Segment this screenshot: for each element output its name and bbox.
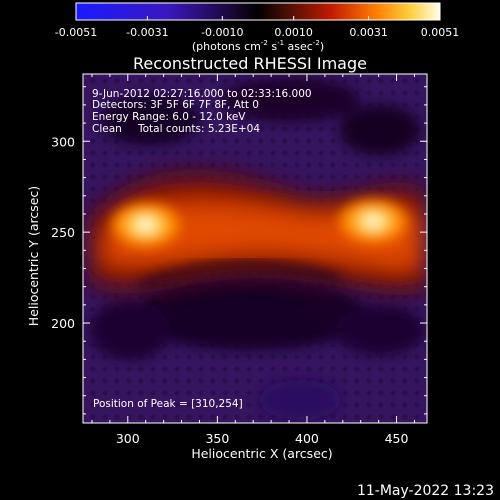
annotation-time-range: 9-Jun-2012 02:27:16.000 to 02:33:16.000 xyxy=(92,88,312,100)
colorbar-units: (photons cm-2 s-1 asec-2) xyxy=(192,39,324,53)
plot-frame xyxy=(82,73,428,424)
source-peak xyxy=(136,218,155,231)
colorbar-tick-label: -0.0031 xyxy=(126,26,168,39)
colorbar-tick-label: 0.0051 xyxy=(421,26,460,39)
sources-layer xyxy=(111,199,408,247)
colorbar-tick-label: 0.0010 xyxy=(274,26,313,39)
colorbar: -0.0051 -0.0031 -0.0010 0.0010 0.0031 0.0051 … xyxy=(55,2,459,53)
colorbar-tick-label: 0.0031 xyxy=(349,26,388,39)
annotation-energy: Energy Range: 6.0 - 12.0 keV xyxy=(92,111,246,123)
x-tick-label: 450 xyxy=(385,431,409,446)
colorbar-ticks: -0.0051 -0.0031 -0.0010 0.0010 0.0031 0.0051 xyxy=(55,16,459,39)
x-axis-label: Heliocentric X (arcsec) xyxy=(191,446,332,461)
annotation-block: 9-Jun-2012 02:27:16.000 to 02:33:16.000 … xyxy=(92,88,312,410)
colorbar-gradient xyxy=(75,2,441,21)
footer-timestamp: 11-May-2022 13:23 xyxy=(357,483,494,499)
y-tick-label: 200 xyxy=(51,316,75,331)
x-tick-label: 300 xyxy=(116,431,140,446)
y-axis-label: Heliocentric Y (arcsec) xyxy=(26,186,41,326)
y-tick-label: 250 xyxy=(51,225,75,240)
x-tick-label: 350 xyxy=(205,431,229,446)
colorbar-tick-label: -0.0010 xyxy=(201,26,243,39)
annotation-clean: Clean xyxy=(92,123,122,135)
colorbar-tick-label: -0.0051 xyxy=(55,26,97,39)
source-peak xyxy=(364,215,383,228)
annotation-detectors: Detectors: 3F 5F 6F 7F 8F, Att 0 xyxy=(92,99,259,111)
chart-title: Reconstructed RHESSI Image xyxy=(133,54,367,73)
annotation-peak: Position of Peak = [310,254] xyxy=(93,398,243,410)
heatmap-image xyxy=(83,74,427,423)
x-axis: 300 350 400 450 xyxy=(91,74,415,446)
y-tick-label: 300 xyxy=(51,134,75,149)
annotation-total-counts: Total counts: 5.23E+04 xyxy=(137,123,260,135)
x-tick-label: 400 xyxy=(295,431,319,446)
y-axis: 200 250 300 xyxy=(51,86,427,415)
